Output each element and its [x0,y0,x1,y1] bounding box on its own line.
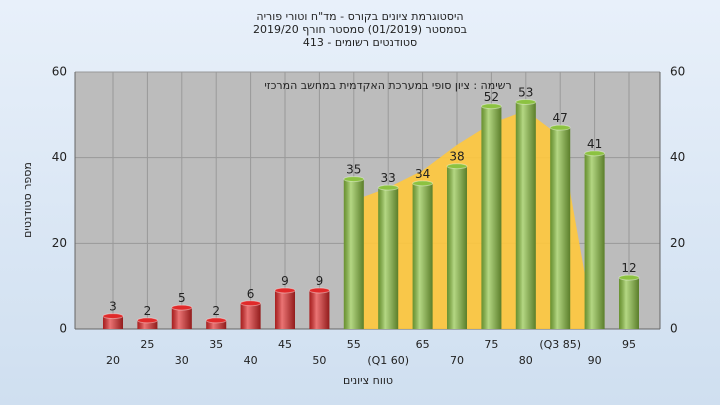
x-axis-label: טווח ציונים [343,374,393,387]
value-label: 9 [316,274,324,288]
bar-shade [584,153,605,329]
y-tick-label: 60 [52,65,67,79]
value-label: 34 [415,167,430,181]
bar-shade [481,106,502,330]
bar-shade [447,166,467,329]
x-tick-label: 70 [450,354,464,367]
value-label: 3 [109,300,117,314]
annotation: רשימה : ציון סופי במערכת האקדמית במחשב ה… [264,79,511,92]
bar-shade [619,277,639,329]
bar-top [240,300,262,307]
x-tick-label: 50 [312,354,326,367]
bar-top [377,184,399,191]
value-label: 2 [212,304,220,318]
bar-shade [343,179,364,329]
chart-title: היסטוגרמת ציונים בקורס - מד"ח וטורי פורי… [256,10,463,23]
x-tick-label: 95 [622,338,636,351]
value-label: 6 [247,287,255,301]
bar-top [274,287,296,294]
bar-shade [309,290,330,329]
bar-top [412,180,434,187]
bar-shade [240,303,261,329]
y2-tick-label: 0 [670,322,678,336]
bar-shade [137,320,158,329]
x-tick-label: (Q3 85) [539,338,581,351]
value-label: 5 [178,291,186,305]
bar-top [446,163,468,170]
value-label: 33 [381,171,396,185]
value-label: 41 [587,137,602,151]
value-label: 38 [449,150,464,164]
x-tick-label: 20 [106,354,120,367]
value-label: 2 [144,304,152,318]
y2-tick-label: 40 [670,150,685,164]
x-tick-label: 90 [588,354,602,367]
x-tick-label: (Q1 60) [367,354,409,367]
value-label: 52 [484,90,499,104]
bar-top [136,317,158,324]
bar-top [171,304,193,311]
bar-shade [412,183,433,329]
x-tick-label: 65 [416,338,430,351]
bar-top [480,103,502,110]
chart-subtitle: בסמסטר (01/2019) סמסטר חורף 2019/20 [253,23,467,36]
x-tick-label: 35 [209,338,223,351]
y-tick-label: 0 [59,322,67,336]
bar-top [343,176,365,183]
x-tick-label: 45 [278,338,292,351]
x-tick-label: 80 [519,354,533,367]
bar-top [205,317,227,324]
x-tick-label: 30 [175,354,189,367]
x-tick-label: 75 [484,338,498,351]
x-tick-label: 40 [244,354,258,367]
bar-shade [275,290,295,329]
bar-top [549,124,571,131]
y2-tick-label: 20 [670,236,685,250]
value-label: 35 [346,163,361,177]
bar-shade [550,127,571,329]
x-tick-label: 55 [347,338,361,351]
y2-tick-label: 60 [670,65,685,79]
value-label: 12 [621,261,636,275]
y-tick-label: 20 [52,236,67,250]
value-label: 9 [281,274,289,288]
y-tick-label: 40 [52,150,67,164]
bar-top [618,274,640,281]
value-label: 47 [553,111,568,125]
bar-shade [103,316,123,329]
bar-shade [378,187,399,329]
bar-shade [515,101,536,329]
bar-top [584,150,606,157]
y-axis-label: מספר סטודנטים [21,162,34,238]
bar-top [308,287,330,294]
bar-top [102,313,124,320]
bar-top [515,98,537,105]
value-label: 53 [518,85,533,99]
bar-shade [171,307,192,329]
chart-subtitle: 413 - סטודנטים רשומים [303,36,417,49]
bar-shade [206,320,227,329]
x-tick-label: 25 [140,338,154,351]
